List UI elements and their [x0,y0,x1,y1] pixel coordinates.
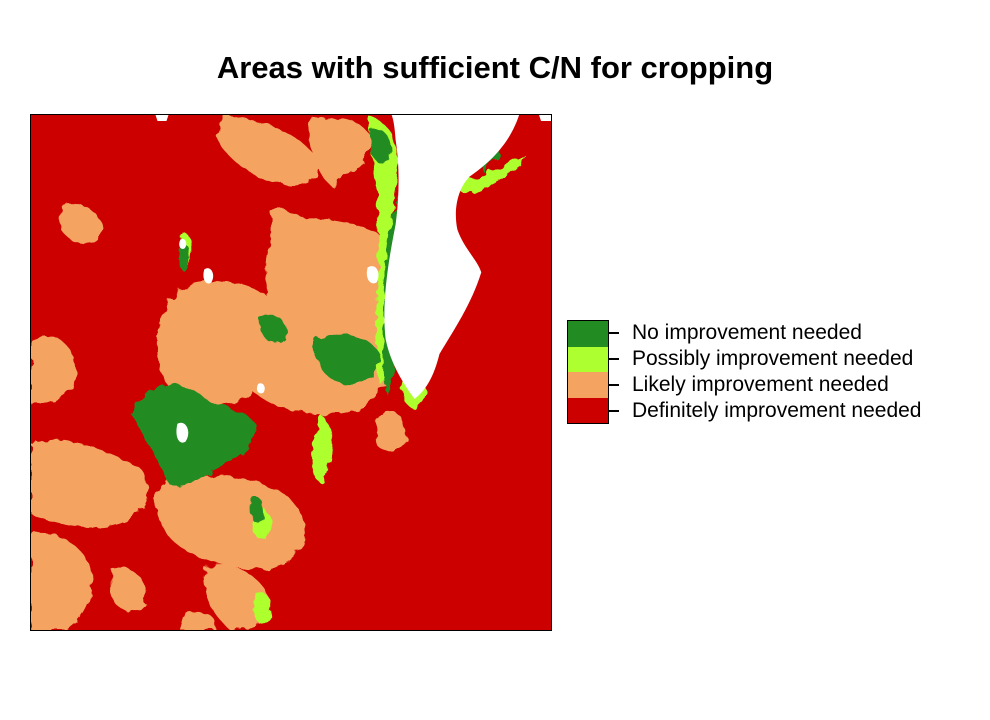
legend-label: No improvement needed [632,321,862,345]
legend-tick [609,384,619,386]
legend-item-no-improvement: No improvement needed [609,320,862,346]
legend-swatch-likely [568,372,608,398]
legend-item-likely: Likely improvement needed [609,372,889,398]
legend-item-definitely: Definitely improvement needed [609,398,922,424]
legend-tick [609,358,619,360]
legend-swatch-possibly [568,347,608,373]
legend-label: Likely improvement needed [632,373,889,397]
legend-item-possibly: Possibly improvement needed [609,346,913,372]
legend-tick [609,410,619,412]
map-title: Areas with sufficient C/N for cropping [0,50,990,86]
legend-color-bar [567,320,609,424]
legend-swatch-no-improvement [568,321,608,347]
map-canvas [31,115,551,630]
legend-label: Definitely improvement needed [632,399,922,423]
legend-label: Possibly improvement needed [632,347,913,371]
legend-tick [609,332,619,334]
raster-map [30,114,552,631]
legend-swatch-definitely [568,398,608,424]
